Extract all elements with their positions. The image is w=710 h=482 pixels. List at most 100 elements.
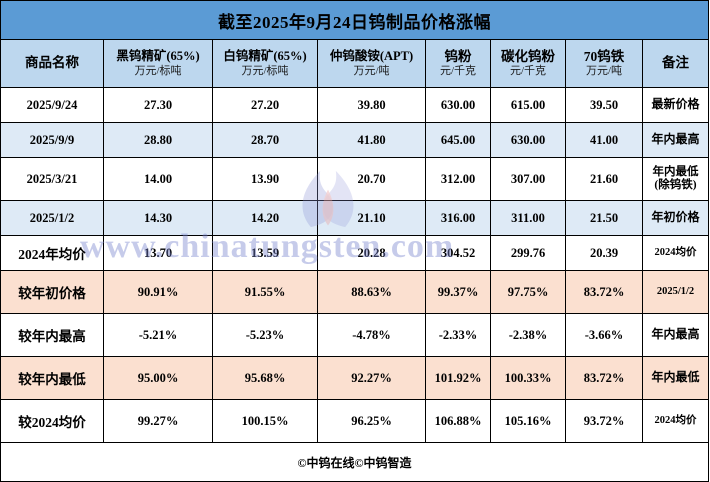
cell-value: 28.80	[103, 122, 213, 158]
table-row: 2025/3/21 14.00 13.90 20.70 312.00 307.0…	[0, 157, 709, 201]
cell-value: 99.37%	[425, 270, 491, 314]
cell-value: 312.00	[425, 157, 491, 201]
row-remark: 最新价格	[642, 87, 709, 123]
source-credit: ©中钨在线©中钨智造	[0, 442, 709, 482]
table-row: 较年初价格 90.91% 91.55% 88.63% 99.37% 97.75%…	[0, 270, 709, 314]
cell-value: 21.10	[317, 200, 426, 236]
col-header-black-tungsten-concentrate-label: 黑钨精矿(65%)	[116, 49, 200, 64]
row-remark: 年初价格	[642, 200, 709, 236]
cell-value: 13.70	[103, 235, 213, 271]
cell-value: 96.25%	[317, 399, 426, 443]
cell-value: 83.72%	[565, 356, 643, 400]
col-header-apt: 仲钨酸铵(APT) 万元/吨	[317, 39, 426, 88]
cell-value: 20.70	[317, 157, 426, 201]
col-header-remark: 备注	[642, 39, 709, 88]
cell-value: 39.80	[317, 87, 426, 123]
row-label: 较2024均价	[0, 399, 104, 443]
col-header-white-tungsten-concentrate-unit: 万元/标吨	[241, 64, 289, 77]
table-row: 2024年均价 13.70 13.59 20.28 304.52 299.76 …	[0, 235, 709, 271]
col-header-tungsten-powder: 钨粉 元/千克	[425, 39, 491, 88]
cell-value: 21.50	[565, 200, 643, 236]
cell-value: 615.00	[490, 87, 566, 123]
row-remark: 年内最低	[642, 356, 709, 400]
cell-value: 100.15%	[212, 399, 318, 443]
cell-value: 20.39	[565, 235, 643, 271]
cell-value: 21.60	[565, 157, 643, 201]
cell-value: 88.63%	[317, 270, 426, 314]
cell-value: 99.27%	[103, 399, 213, 443]
table-header-row: 商品名称 黑钨精矿(65%) 万元/标吨 白钨精矿(65%) 万元/标吨 仲钨酸…	[0, 39, 709, 88]
cell-value: 106.88%	[425, 399, 491, 443]
cell-value: 95.68%	[212, 356, 318, 400]
cell-value: 95.00%	[103, 356, 213, 400]
col-header-remark-label: 备注	[662, 55, 689, 71]
table-row: 较年内最高 -5.21% -5.23% -4.78% -2.33% -2.38%…	[0, 313, 709, 357]
row-remark: 年内最高	[642, 313, 709, 357]
cell-value: 27.30	[103, 87, 213, 123]
cell-value: 91.55%	[212, 270, 318, 314]
table-row: 较年内最低 95.00% 95.68% 92.27% 101.92% 100.3…	[0, 356, 709, 400]
row-label: 较年内最低	[0, 356, 104, 400]
cell-value: 630.00	[490, 122, 566, 158]
cell-value: 83.72%	[565, 270, 643, 314]
cell-value: 101.92%	[425, 356, 491, 400]
row-remark: 年内最低 (除钨铁)	[642, 157, 709, 201]
row-label: 较年内最高	[0, 313, 104, 357]
cell-value: 630.00	[425, 87, 491, 123]
cell-value: 645.00	[425, 122, 491, 158]
row-label: 2025/1/2	[0, 200, 104, 236]
cell-value: 14.00	[103, 157, 213, 201]
row-remark: 2024均价	[642, 399, 709, 443]
cell-value: 307.00	[490, 157, 566, 201]
cell-value: 41.00	[565, 122, 643, 158]
row-remark: 2024均价	[642, 235, 709, 271]
page-title: 截至2025年9月24日钨制品价格涨幅	[0, 0, 709, 40]
row-remark: 年内最高	[642, 122, 709, 158]
cell-value: 311.00	[490, 200, 566, 236]
col-header-tungsten-powder-label: 钨粉	[444, 48, 472, 64]
cell-value: 14.20	[212, 200, 318, 236]
cell-value: 105.16%	[490, 399, 566, 443]
row-label: 2024年均价	[0, 235, 104, 271]
col-header-white-tungsten-concentrate: 白钨精矿(65%) 万元/标吨	[212, 39, 318, 88]
cell-value: 316.00	[425, 200, 491, 236]
cell-value: 27.20	[212, 87, 318, 123]
col-header-apt-label: 仲钨酸铵(APT)	[329, 49, 414, 64]
col-header-ferrotungsten-70-label: 70钨铁	[583, 48, 625, 64]
col-header-tungsten-carbide-powder: 碳化钨粉 元/千克	[490, 39, 566, 88]
col-header-tungsten-powder-unit: 元/千克	[439, 65, 477, 78]
cell-value: 39.50	[565, 87, 643, 123]
cell-value: 304.52	[425, 235, 491, 271]
cell-value: -2.33%	[425, 313, 491, 357]
cell-value: -5.23%	[212, 313, 318, 357]
table-row: 2025/1/2 14.30 14.20 21.10 316.00 311.00…	[0, 200, 709, 236]
col-header-apt-unit: 万元/吨	[353, 64, 390, 77]
cell-value: 90.91%	[103, 270, 213, 314]
row-label: 2025/9/24	[0, 87, 104, 123]
cell-value: 28.70	[212, 122, 318, 158]
col-header-ferrotungsten-70-unit: 万元/吨	[585, 65, 623, 78]
cell-value: 100.33%	[490, 356, 566, 400]
col-header-tungsten-carbide-powder-label: 碳化钨粉	[501, 48, 555, 64]
col-header-ferrotungsten-70: 70钨铁 万元/吨	[565, 39, 643, 88]
cell-value: 20.28	[317, 235, 426, 271]
table-row: 2025/9/24 27.30 27.20 39.80 630.00 615.0…	[0, 87, 709, 123]
cell-value: 299.76	[490, 235, 566, 271]
col-header-white-tungsten-concentrate-label: 白钨精矿(65%)	[223, 49, 307, 64]
cell-value: 41.80	[317, 122, 426, 158]
col-header-black-tungsten-concentrate: 黑钨精矿(65%) 万元/标吨	[103, 39, 213, 88]
col-header-black-tungsten-concentrate-unit: 万元/标吨	[134, 64, 182, 77]
cell-value: -4.78%	[317, 313, 426, 357]
col-header-product: 商品名称	[0, 39, 104, 88]
table-row: 2025/9/9 28.80 28.70 41.80 645.00 630.00…	[0, 122, 709, 158]
cell-value: 14.30	[103, 200, 213, 236]
table-footer-row: ©中钨在线©中钨智造	[0, 442, 709, 482]
table-row: 较2024均价 99.27% 100.15% 96.25% 106.88% 10…	[0, 399, 709, 443]
row-label: 2025/3/21	[0, 157, 104, 201]
cell-value: -3.66%	[565, 313, 643, 357]
cell-value: 13.90	[212, 157, 318, 201]
cell-value: 97.75%	[490, 270, 566, 314]
cell-value: 93.72%	[565, 399, 643, 443]
